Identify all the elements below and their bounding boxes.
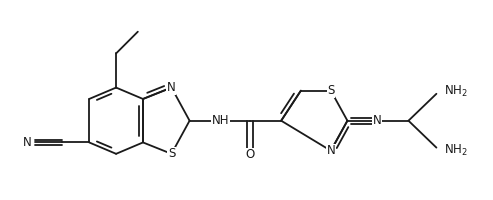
- Text: NH$_2$: NH$_2$: [444, 84, 468, 99]
- Text: N: N: [167, 81, 176, 94]
- Text: S: S: [168, 147, 175, 160]
- Text: NH$_2$: NH$_2$: [444, 143, 468, 158]
- Text: NH: NH: [212, 114, 229, 127]
- Text: S: S: [327, 84, 335, 97]
- Text: O: O: [246, 148, 255, 161]
- Text: N: N: [23, 136, 31, 149]
- Text: N: N: [326, 144, 335, 157]
- Text: N: N: [373, 114, 382, 127]
